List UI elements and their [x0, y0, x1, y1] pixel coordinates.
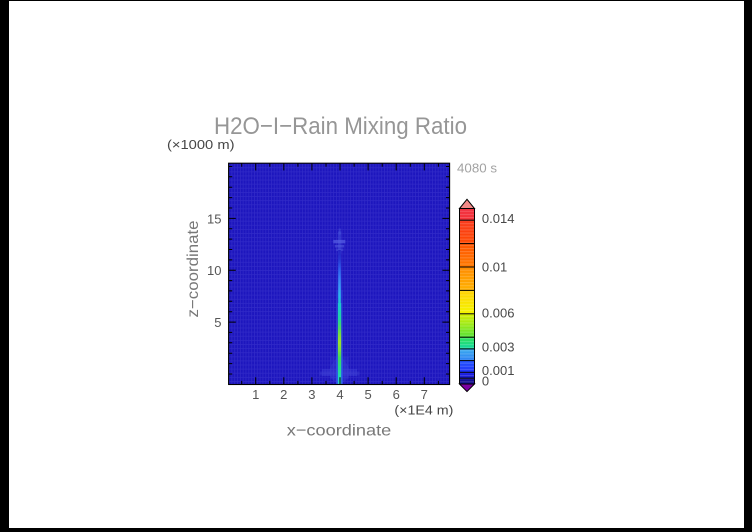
svg-text:1: 1 — [252, 387, 259, 402]
svg-text:6: 6 — [393, 387, 400, 402]
svg-text:3: 3 — [308, 387, 315, 402]
svg-text:5: 5 — [214, 315, 221, 330]
svg-text:z−coordinate: z−coordinate — [185, 220, 202, 317]
svg-text:5: 5 — [364, 387, 371, 402]
svg-text:0.014: 0.014 — [482, 211, 515, 226]
svg-text:x−coordinate: x−coordinate — [287, 423, 392, 440]
svg-text:4080 s: 4080 s — [457, 160, 497, 175]
svg-text:(×1000 m): (×1000 m) — [167, 137, 235, 152]
svg-text:0.003: 0.003 — [482, 340, 515, 355]
svg-text:10: 10 — [207, 263, 221, 278]
svg-text:0.01: 0.01 — [482, 259, 507, 274]
svg-text:4: 4 — [336, 387, 343, 402]
svg-text:H2O−I−Rain Mixing Ratio: H2O−I−Rain Mixing Ratio — [214, 113, 467, 140]
svg-text:0.006: 0.006 — [482, 306, 515, 321]
svg-text:(×1E4 m): (×1E4 m) — [394, 403, 453, 418]
svg-text:2: 2 — [280, 387, 287, 402]
svg-text:15: 15 — [207, 211, 221, 226]
svg-text:0: 0 — [482, 374, 489, 389]
svg-text:7: 7 — [421, 387, 428, 402]
svg-text:0.001: 0.001 — [482, 363, 515, 378]
